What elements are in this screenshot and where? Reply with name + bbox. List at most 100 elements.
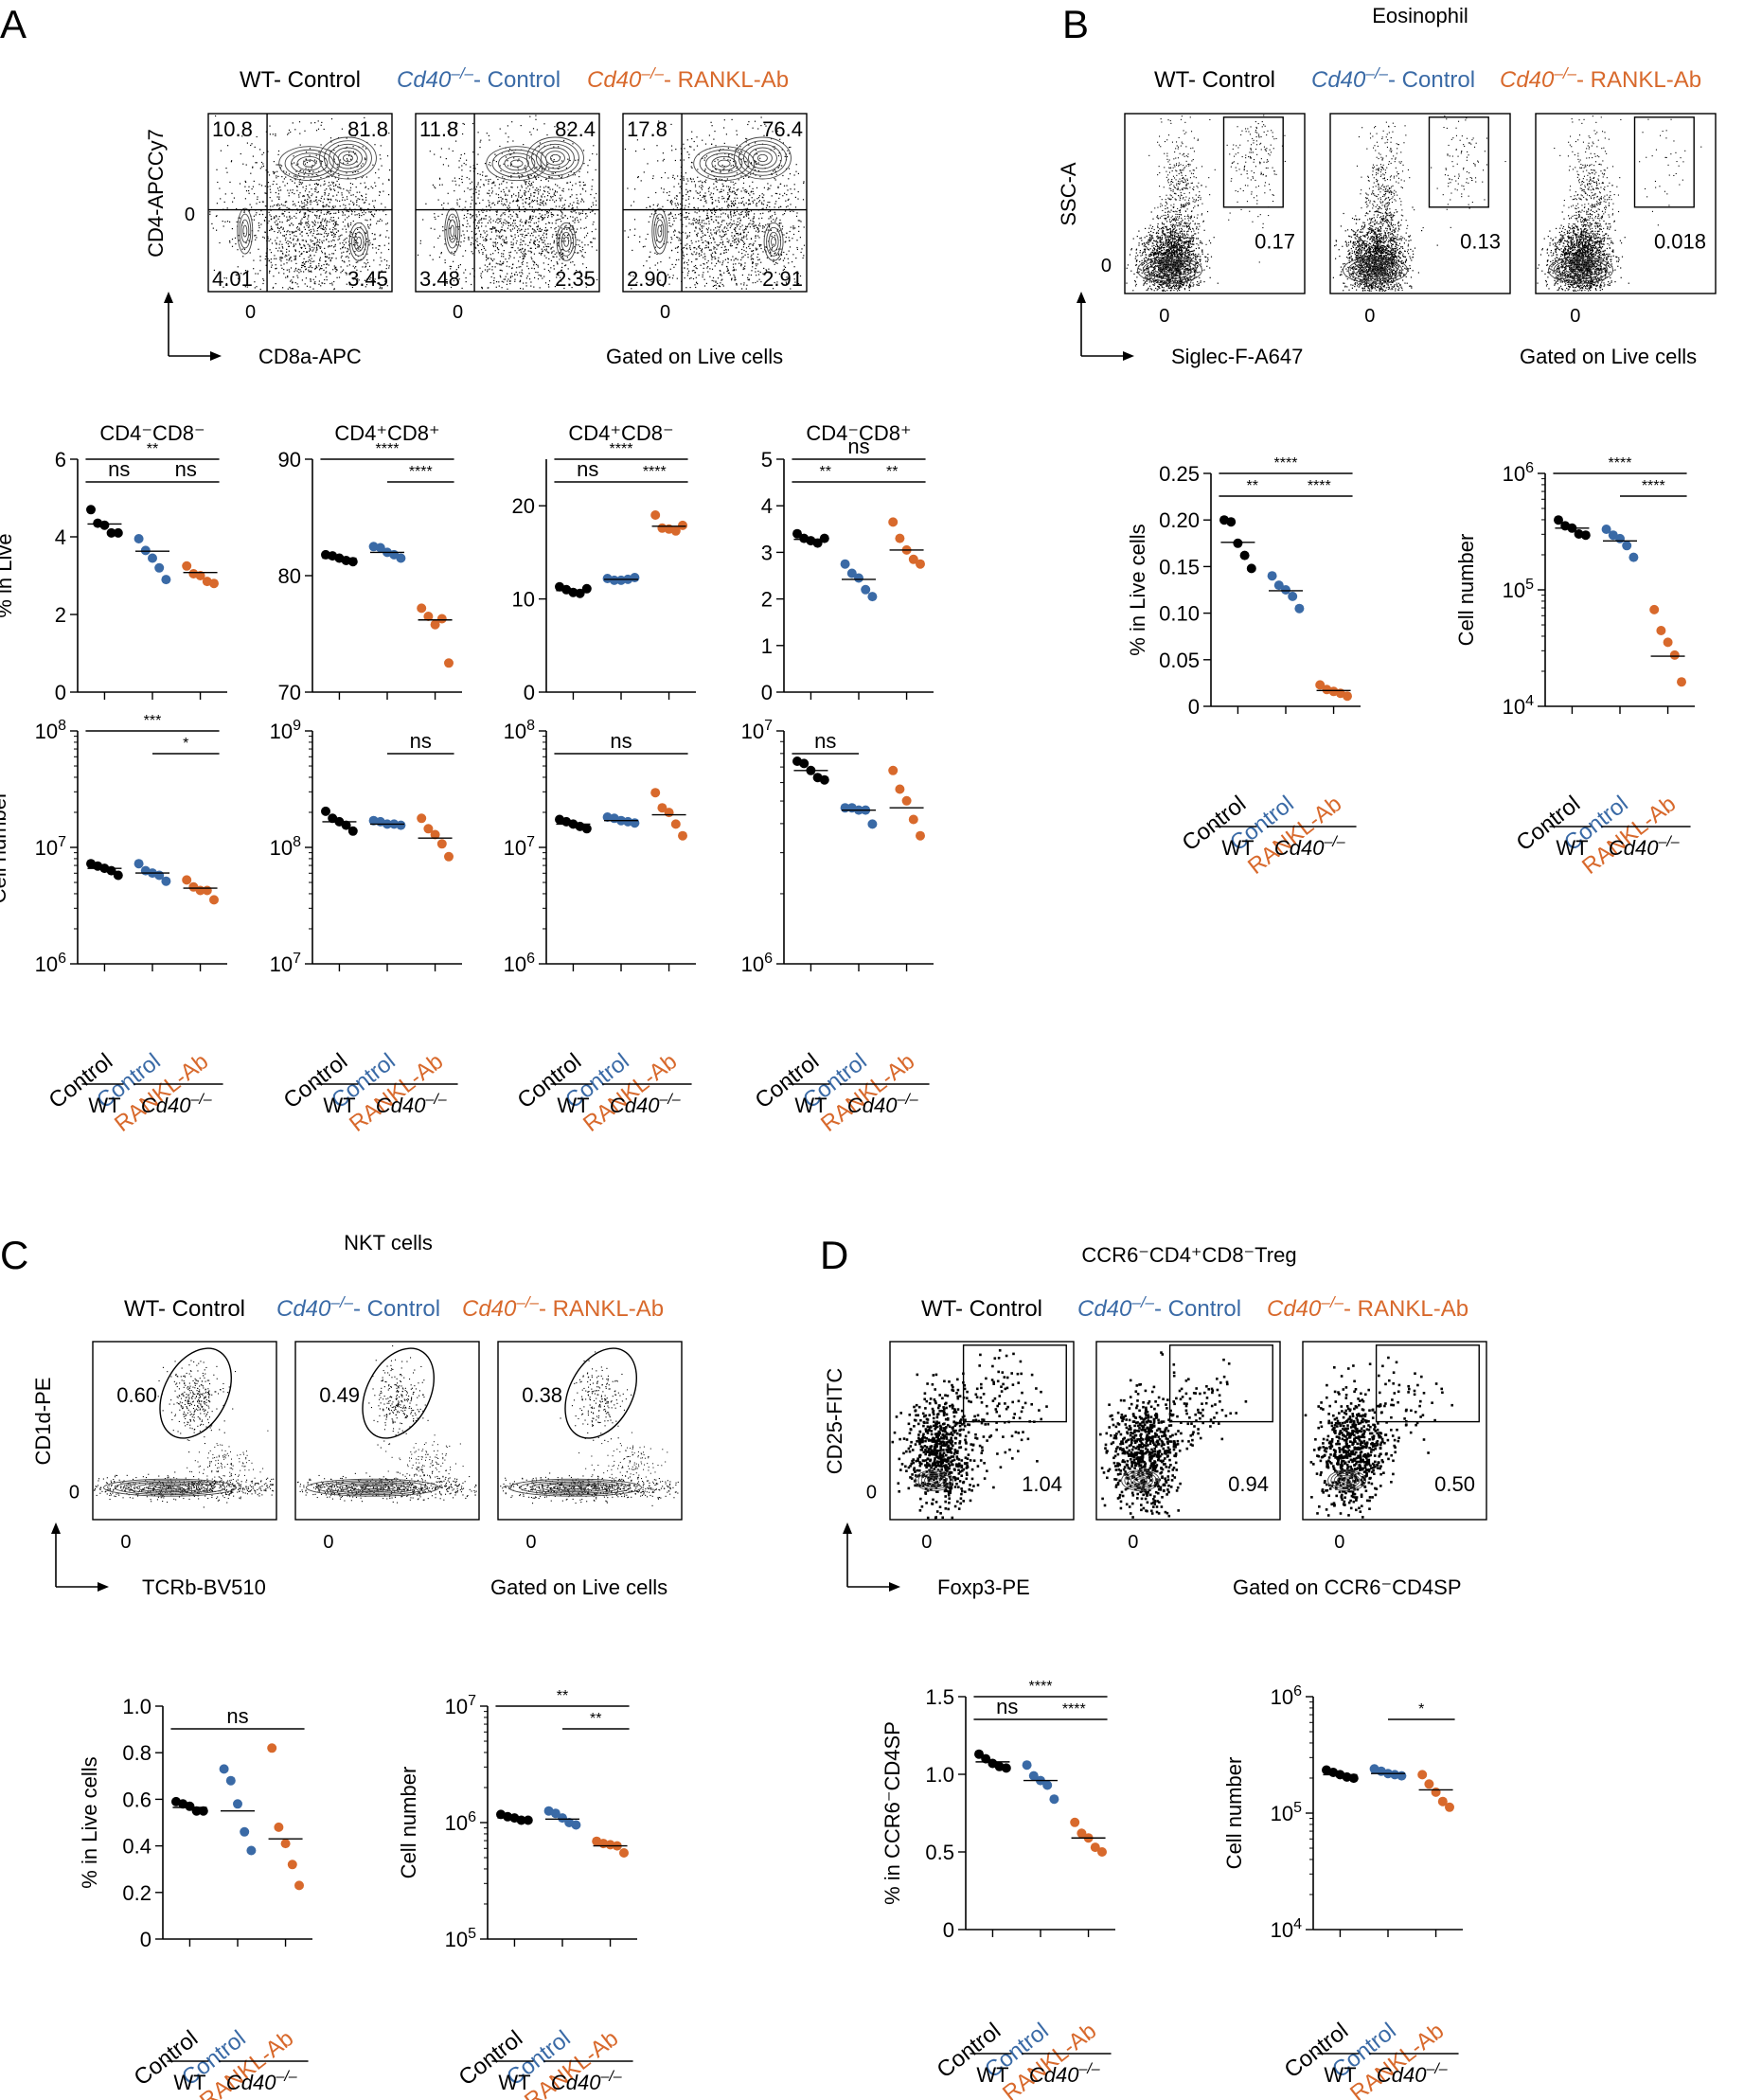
quadrant-value-br: 2.91 [762,267,803,291]
y-tick-label: 107 [741,718,773,743]
series-1 [1554,515,1591,541]
data-point [550,1808,561,1819]
y-zero-tick: 0 [866,1482,877,1503]
series-3 [592,1836,629,1858]
data-point [888,517,899,527]
x-zero-tick: 0 [245,302,256,323]
data-point [195,571,205,580]
data-point [895,533,905,543]
x-zero-tick: 0 [1128,1532,1138,1553]
y-tick-label: 4 [55,525,66,549]
data-point [1343,691,1352,702]
panel-letter-d: D [820,1233,848,1277]
y-tick-label: 80 [278,564,301,588]
quadrant-value-br: 2.35 [555,267,596,291]
y-tick-label: 106 [741,951,773,976]
significance-label: **** [1029,1679,1053,1695]
data-point [908,814,918,825]
cd8-contours [556,222,577,261]
nkt-dots [560,1351,632,1441]
data-point [1417,1770,1428,1780]
quadrant-value-bl: 2.90 [627,267,667,291]
data-point [240,1826,250,1837]
gate-value: 0.60 [116,1383,157,1407]
y-tick-label: 108 [35,718,66,743]
gate-value: 1.04 [1022,1472,1062,1496]
series-3 [267,1743,304,1891]
data-point [347,826,358,836]
data-point [1246,563,1256,574]
significance-starstarstar: *** [85,713,220,732]
group-label-ko-control: Cd40–/–- Control [1311,64,1475,93]
y-tick-label: 2 [761,588,773,612]
nkt-dots [368,1345,429,1449]
series-1 [974,1749,1011,1773]
data-point [99,520,110,530]
flow-plot-c-2: 0.49 0 [294,1341,480,1553]
series-2 [543,1806,581,1830]
data-point [1077,1828,1087,1839]
data-point [888,765,899,775]
data-point [140,545,151,556]
data-point [1281,585,1290,595]
significance-label: ns [108,457,130,481]
significance-label: ns [175,457,197,481]
group-label-ko-control: Cd40–/–- Control [276,1293,440,1322]
x-zero-tick: 0 [453,302,463,323]
data-point [274,1822,284,1832]
x-axis-label: Siglec-F-A647 [1171,345,1303,368]
gate-description: Gated on Live cells [490,1575,667,1599]
data-point [1022,1760,1032,1771]
event-dots [624,116,806,290]
y-tick-label: 105 [1503,577,1534,602]
axis-arrows [51,1522,109,1592]
flow-plot-d-1: 1.04 0 [889,1341,1075,1553]
y-axis-title: % in CCR6⁻CD4SP [881,1721,904,1905]
genotype-ko: Cd40–/– [1377,2061,1448,2087]
cd8-contours [763,222,784,261]
significance-label: ns [996,1695,1018,1718]
data-point [1097,1847,1107,1857]
y-tick-label: 106 [1271,1683,1302,1709]
genotype-wt: WT [794,1094,827,1117]
group-label-ko-control: Cd40–/–- Control [1077,1293,1241,1322]
data-point [670,819,681,829]
significance-starstar: ** [792,464,859,483]
data-point [916,830,925,841]
cd4-contours [693,146,756,182]
data-point [1601,525,1611,534]
y-tick-label: 107 [35,834,66,860]
significance-label: **** [376,441,400,457]
dn-contours [237,207,254,255]
y-tick-label: 0 [524,681,535,704]
y-tick-label: 0.2 [122,1881,151,1905]
y-tick-label: 0.10 [1159,602,1200,626]
data-point [341,820,351,830]
y-tick-label: 106 [504,951,535,976]
data-point [581,824,592,834]
data-point [267,1743,277,1753]
significance-starstarstarstar: **** [621,464,688,483]
y-tick-label: 0.25 [1159,462,1200,486]
significance-label: ns [577,457,598,481]
data-point [1001,1763,1011,1773]
series-2 [1022,1760,1059,1805]
treg-gate-box [1168,1344,1273,1423]
panel-letter-c: C [0,1233,28,1277]
gated-dots [1639,118,1702,226]
gated-dots [1226,115,1286,263]
event-dots [1099,1379,1197,1519]
y-tick-label: 109 [270,718,301,743]
significance-ns: ns [85,457,152,483]
x-zero-tick: 0 [525,1532,536,1553]
y-tick-label: 6 [55,448,66,472]
data-point [191,1806,202,1816]
x-zero-tick: 0 [1364,306,1375,327]
significance-starstarstarstar: **** [1553,455,1687,474]
significance-ns: ns [792,729,859,755]
y-tick-label: 107 [504,834,535,860]
dn-contours [651,207,668,255]
cd8-contours [348,222,369,261]
